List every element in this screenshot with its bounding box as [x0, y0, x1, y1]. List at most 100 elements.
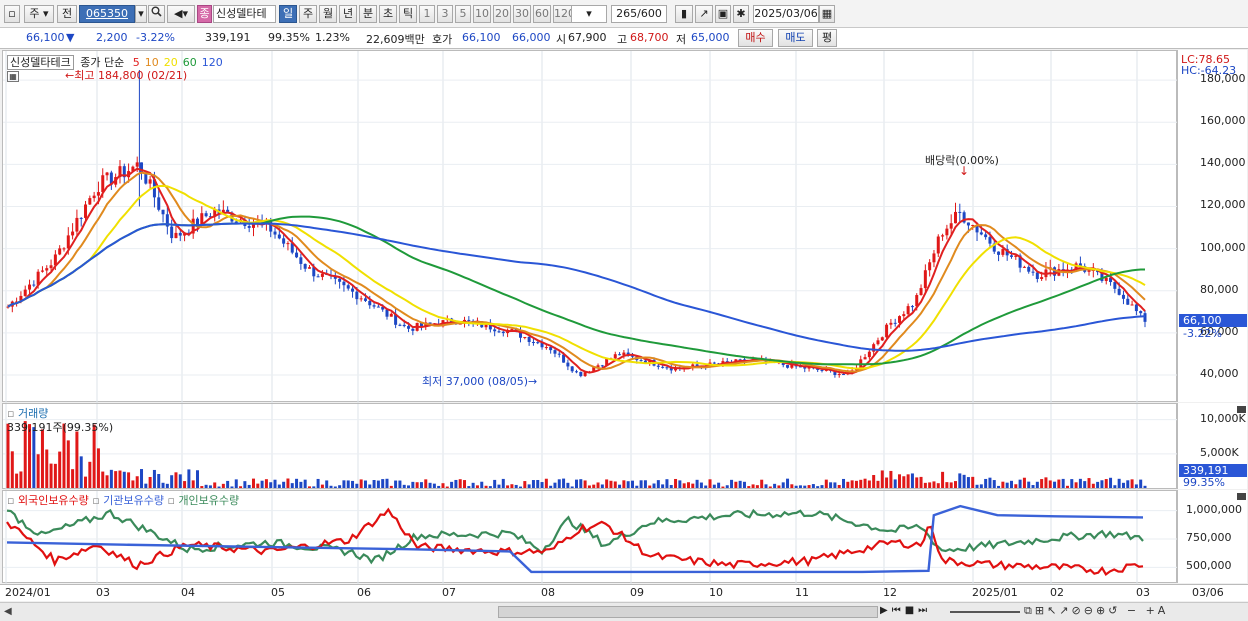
buy-button[interactable]: 매수: [738, 29, 773, 47]
volume-bar: [717, 482, 721, 488]
window-menu-icon[interactable]: ▫: [4, 5, 20, 23]
period-tab-2[interactable]: 월: [319, 5, 337, 23]
interval-btn-10[interactable]: 10: [473, 5, 491, 23]
holdings-panel[interactable]: ▫ 외국인보유수량 ▫ 기관보유수량 ▫ 개인보유수량: [2, 490, 1178, 584]
chart-scrollbar[interactable]: ◀ ▶⏮■⏭ ⧉⊞↖↗⊘⊖⊕↺ − +A: [0, 602, 1248, 621]
volume-bar: [816, 486, 820, 488]
volume-bar: [140, 469, 144, 488]
zoom-slider[interactable]: [950, 611, 1020, 613]
search-icon[interactable]: [148, 5, 165, 23]
panel-collapse-icon[interactable]: [1237, 406, 1246, 413]
volume-bar: [1104, 479, 1108, 488]
candle-body: [398, 324, 402, 326]
volume-bar: [402, 484, 406, 488]
candle-body: [23, 289, 27, 296]
save-icon[interactable]: ▣: [715, 5, 731, 23]
stock-code-input[interactable]: 065350: [79, 5, 135, 23]
volume-bar: [811, 484, 815, 488]
candle-type-icon[interactable]: ▮: [675, 5, 693, 23]
candle-body: [566, 362, 570, 367]
volume-bar: [1014, 484, 1018, 488]
candle-body: [618, 354, 622, 356]
gear-icon[interactable]: ✱: [733, 5, 749, 23]
data-count-field[interactable]: 265/600: [611, 5, 667, 23]
volume-bar: [932, 481, 936, 488]
interval-btn-30[interactable]: 30: [513, 5, 531, 23]
x-tick-2: 04: [181, 586, 195, 599]
x-axis: 2024/01 03 04 05 06 07 08 09 10 11 12 2025/01 02 03 03…: [0, 584, 1248, 601]
scroll-thumb[interactable]: [498, 606, 878, 618]
interval-btn-20[interactable]: 20: [493, 5, 511, 23]
interval-dropdown[interactable]: ▾: [571, 5, 607, 23]
candle-body: [208, 216, 212, 218]
count-value: 265: [616, 7, 638, 20]
volume-bar: [445, 486, 449, 488]
scroll-left-icon[interactable]: ◀: [4, 606, 12, 617]
candle-body: [661, 366, 665, 368]
period-tab-6[interactable]: 틱: [399, 5, 417, 23]
candle-body: [36, 271, 40, 285]
volume-bar: [971, 476, 975, 488]
volume-bar: [187, 469, 191, 488]
candle-body: [613, 354, 617, 359]
grid-toggle-icon[interactable]: ▦: [7, 71, 19, 82]
volume-bar: [949, 482, 953, 488]
volume-bar: [501, 478, 505, 488]
volume-bar: [320, 484, 324, 488]
sound-icon[interactable]: ◀▾: [167, 5, 195, 23]
volume-bar: [760, 479, 764, 488]
volume-bar: [1053, 481, 1057, 488]
candle-body: [1100, 272, 1104, 281]
volume-bar: [755, 485, 759, 488]
volume-bar: [122, 471, 126, 488]
interval-btn-120[interactable]: 120: [553, 5, 573, 23]
candle-body: [600, 365, 604, 367]
period-tab-5[interactable]: 초: [379, 5, 397, 23]
price-chart-panel[interactable]: 신성델타테크 종가 단순 5 10 20 60 120 ▦ ←최고 184,800 (0…: [2, 50, 1178, 403]
volume-bar: [493, 479, 497, 488]
calendar-icon[interactable]: ▦: [819, 5, 835, 23]
candle-body: [880, 337, 884, 341]
interval-btn-1[interactable]: 1: [419, 5, 435, 23]
period-tab-1[interactable]: 주: [299, 5, 317, 23]
volume-bar: [234, 479, 238, 488]
candle-body: [553, 350, 557, 354]
candle-body: [936, 236, 940, 254]
candle-body: [234, 221, 238, 223]
candle-body: [15, 301, 19, 303]
volume-bar: [867, 480, 871, 488]
volume-bar: [114, 471, 118, 488]
volume-bar: [794, 485, 798, 488]
candle-body: [312, 267, 316, 277]
interval-btn-3[interactable]: 3: [437, 5, 453, 23]
candle-body: [885, 324, 889, 338]
interval-btn-5[interactable]: 5: [455, 5, 471, 23]
period-tab-4[interactable]: 분: [359, 5, 377, 23]
candle-body: [88, 198, 92, 205]
draw-tool-icon[interactable]: ↗: [695, 5, 713, 23]
candle-body: [286, 243, 290, 245]
date-field[interactable]: 2025/03/06: [753, 5, 819, 23]
volume-bar: [962, 474, 966, 488]
candle-body: [984, 234, 988, 238]
stock-name-tag[interactable]: 신성델타테크: [7, 55, 74, 70]
volume-panel[interactable]: ▫ 거래량 339,191주(99.35%): [2, 403, 1178, 490]
price-tick-0: 180,000: [1200, 72, 1246, 86]
panel-collapse-icon[interactable]: [1237, 493, 1246, 500]
evaluate-button[interactable]: 평: [817, 29, 837, 47]
sell-button[interactable]: 매도: [778, 29, 813, 47]
market-select[interactable]: 주 ▾: [24, 5, 54, 23]
prev-button[interactable]: 전: [57, 5, 77, 23]
candle-body: [915, 295, 919, 307]
chart-tools[interactable]: ⧉⊞↖↗⊘⊖⊕↺ − +A: [1024, 604, 1169, 617]
candle-body: [1113, 282, 1117, 289]
candle-body: [928, 262, 932, 271]
period-tab-3[interactable]: 년: [339, 5, 357, 23]
code-dropdown-icon[interactable]: ▾: [135, 5, 147, 23]
period-tab-0[interactable]: 일: [279, 5, 297, 23]
candle-body: [592, 367, 596, 372]
playback-controls[interactable]: ▶⏮■⏭: [880, 605, 932, 616]
stock-name-field[interactable]: 신성델타테: [213, 5, 276, 23]
interval-btn-60[interactable]: 60: [533, 5, 551, 23]
